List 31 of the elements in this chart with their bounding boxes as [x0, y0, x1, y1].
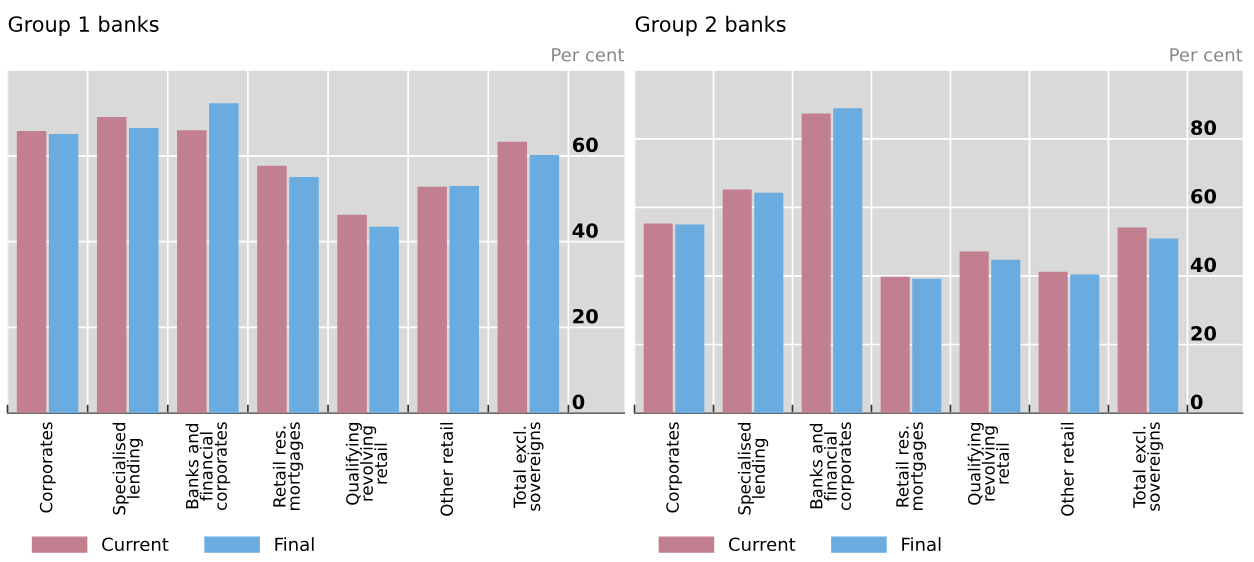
legend-label: Current [102, 537, 169, 552]
x-tick-label: Other retail [1060, 422, 1074, 516]
x-tick-label: Specialised lending [112, 422, 143, 515]
legend-label: Current [728, 537, 796, 552]
y-tick-label: 0 [572, 394, 585, 410]
y-tick-label: 60 [572, 137, 598, 153]
y-tick-label: 80 [1191, 120, 1217, 136]
x-tick-label: Qualifying revolving retail [967, 422, 1010, 505]
x-tick-label: Specialised lending [737, 422, 769, 515]
y-axis-title: Per cent [552, 48, 625, 62]
x-tick-label: Total excl. sovereigns [1132, 422, 1164, 511]
y-tick-label: 40 [572, 223, 598, 238]
x-tick-label: Corporates [666, 422, 683, 513]
x-tick-label: Banks and financial corporates [185, 422, 231, 511]
y-tick-label: 0 [1190, 394, 1203, 410]
legend-label: Final [275, 537, 314, 552]
y-tick-label: 40 [1190, 257, 1217, 273]
x-tick-label: Corporates [39, 422, 56, 513]
x-tick-label: Banks and financial corporates [809, 422, 855, 511]
x-tick-label: Retail res. mortgages [895, 422, 927, 511]
x-tick-label: Qualifying revolving retail [345, 422, 388, 505]
x-tick-label: Total excl. sovereigns [513, 422, 544, 511]
y-tick-label: 20 [573, 308, 598, 324]
y-tick-label: 20 [1191, 326, 1217, 341]
legend-label: Final [902, 537, 941, 552]
x-tick-label: Retail res. mortgages [272, 422, 304, 511]
chart-title: Group 1 banks [8, 15, 159, 36]
x-tick-label: Other retail [440, 422, 454, 516]
y-tick-label: 60 [1191, 188, 1217, 204]
y-axis-title: Per cent [1170, 48, 1243, 62]
chart-title: Group 2 banks [635, 15, 786, 36]
